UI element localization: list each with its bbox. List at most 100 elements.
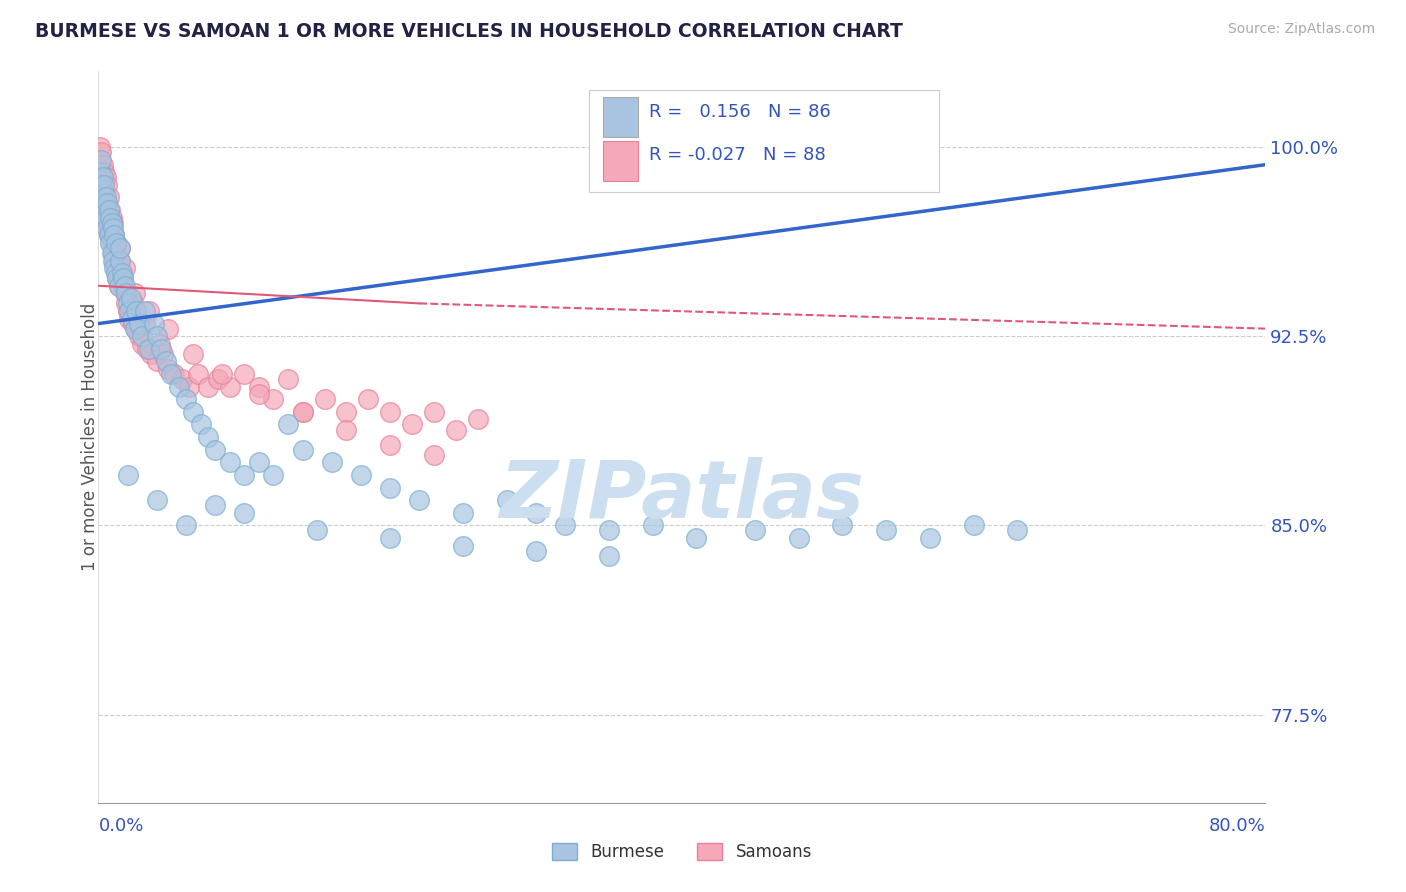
Text: R =   0.156   N = 86: R = 0.156 N = 86 xyxy=(650,103,831,120)
Point xyxy=(177,379,200,393)
Point xyxy=(524,506,547,520)
Point xyxy=(262,467,284,482)
Point xyxy=(93,165,115,179)
Point xyxy=(467,412,489,426)
Point xyxy=(135,342,157,356)
Point xyxy=(125,304,148,318)
Point xyxy=(114,286,136,301)
Point xyxy=(101,216,124,230)
Point xyxy=(112,271,135,285)
Point xyxy=(125,321,148,335)
Point xyxy=(554,518,576,533)
Point xyxy=(103,253,125,268)
Point xyxy=(157,321,180,335)
Point xyxy=(90,145,112,159)
Point xyxy=(204,442,226,457)
Point xyxy=(128,317,150,331)
FancyBboxPatch shape xyxy=(589,90,939,192)
Point xyxy=(90,153,112,167)
Point xyxy=(291,405,314,419)
Point xyxy=(233,467,256,482)
Point xyxy=(100,235,122,250)
Point xyxy=(97,203,120,218)
Point xyxy=(598,549,620,563)
Point xyxy=(112,278,135,293)
Point xyxy=(97,220,120,235)
Text: 80.0%: 80.0% xyxy=(1209,817,1265,836)
Point xyxy=(174,392,197,407)
Point xyxy=(110,253,132,268)
Point xyxy=(197,379,219,393)
Point xyxy=(314,392,336,407)
Point xyxy=(94,170,117,185)
Point xyxy=(155,354,177,368)
Point xyxy=(124,286,146,301)
Point xyxy=(110,241,132,255)
FancyBboxPatch shape xyxy=(603,141,637,181)
Point xyxy=(218,379,240,393)
Point xyxy=(150,342,173,356)
Text: R = -0.027   N = 88: R = -0.027 N = 88 xyxy=(650,146,825,164)
Point xyxy=(91,186,114,200)
Point xyxy=(96,211,118,225)
Point xyxy=(117,467,139,482)
Point xyxy=(380,531,402,545)
Point xyxy=(170,372,193,386)
Point xyxy=(90,165,112,179)
Point xyxy=(149,336,172,351)
Point xyxy=(357,392,380,407)
Point xyxy=(108,278,131,293)
Point xyxy=(118,304,141,318)
Point xyxy=(103,246,125,260)
Point xyxy=(98,235,121,250)
Point xyxy=(138,342,160,356)
Point xyxy=(233,506,256,520)
Point xyxy=(350,467,373,482)
Point xyxy=(105,271,128,285)
Point xyxy=(90,178,112,192)
Point xyxy=(423,448,446,462)
Point xyxy=(142,317,165,331)
Point xyxy=(163,367,186,381)
Point xyxy=(101,246,124,260)
Point xyxy=(103,261,125,276)
Point xyxy=(160,367,183,381)
Point xyxy=(291,442,314,457)
Point xyxy=(277,372,299,386)
Point xyxy=(98,203,121,218)
Point xyxy=(103,228,125,243)
Point xyxy=(93,203,115,218)
Point xyxy=(181,405,204,419)
Point xyxy=(190,417,212,432)
Point xyxy=(167,379,190,393)
Point xyxy=(100,246,122,260)
Point xyxy=(685,531,707,545)
Point xyxy=(335,405,357,419)
Point xyxy=(598,524,620,538)
Point xyxy=(91,190,114,204)
Point xyxy=(174,518,197,533)
Point xyxy=(93,178,115,192)
Point xyxy=(139,347,162,361)
Point xyxy=(112,271,135,285)
Point xyxy=(157,362,180,376)
Point xyxy=(103,228,125,243)
Y-axis label: 1 or more Vehicles in Household: 1 or more Vehicles in Household xyxy=(82,303,98,571)
Point xyxy=(93,190,115,204)
Point xyxy=(138,304,160,318)
Point xyxy=(423,405,446,419)
Point xyxy=(211,367,233,381)
Point xyxy=(114,261,136,276)
Point xyxy=(444,423,467,437)
Text: Source: ZipAtlas.com: Source: ZipAtlas.com xyxy=(1227,22,1375,37)
Point xyxy=(91,178,114,192)
Point xyxy=(380,437,402,451)
Point xyxy=(117,296,139,310)
Point xyxy=(787,531,810,545)
Point xyxy=(104,266,127,280)
Point xyxy=(131,329,153,343)
Point xyxy=(115,296,138,310)
Point xyxy=(96,195,118,210)
Point xyxy=(121,311,143,326)
Point xyxy=(97,190,120,204)
